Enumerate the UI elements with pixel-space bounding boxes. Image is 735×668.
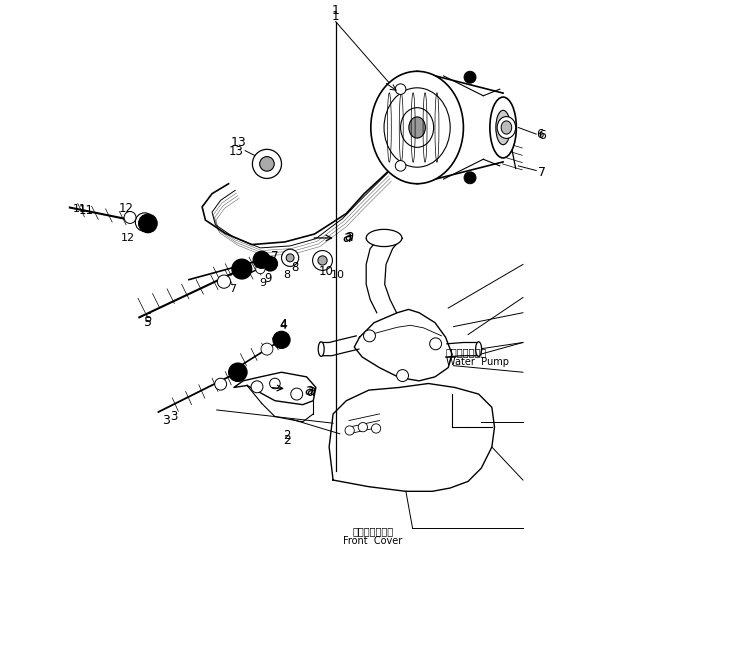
Text: 2: 2 bbox=[283, 434, 291, 447]
Circle shape bbox=[251, 381, 263, 393]
Ellipse shape bbox=[490, 97, 516, 158]
Circle shape bbox=[256, 265, 265, 274]
Circle shape bbox=[261, 343, 273, 355]
Circle shape bbox=[229, 363, 247, 381]
Circle shape bbox=[259, 156, 274, 171]
Text: Water  Pump: Water Pump bbox=[445, 357, 509, 367]
Circle shape bbox=[358, 423, 368, 432]
Text: 2: 2 bbox=[283, 429, 290, 442]
Text: 11: 11 bbox=[72, 204, 87, 214]
Ellipse shape bbox=[318, 342, 324, 356]
Ellipse shape bbox=[501, 121, 512, 134]
Text: 11: 11 bbox=[79, 204, 94, 216]
Circle shape bbox=[395, 84, 406, 94]
Circle shape bbox=[218, 275, 231, 289]
Circle shape bbox=[371, 424, 381, 433]
Text: 1: 1 bbox=[332, 10, 340, 23]
Text: 9: 9 bbox=[265, 273, 272, 285]
Circle shape bbox=[139, 214, 157, 232]
Text: フロントカバー: フロントカバー bbox=[352, 526, 393, 536]
Circle shape bbox=[345, 426, 354, 435]
Circle shape bbox=[273, 331, 290, 349]
Text: 8: 8 bbox=[291, 261, 298, 274]
Circle shape bbox=[253, 251, 270, 269]
Ellipse shape bbox=[370, 71, 463, 184]
Circle shape bbox=[240, 261, 251, 272]
Circle shape bbox=[464, 172, 476, 184]
Text: 6: 6 bbox=[536, 128, 543, 141]
Text: ウォータポンプ: ウォータポンプ bbox=[445, 347, 487, 357]
Circle shape bbox=[252, 150, 282, 178]
Ellipse shape bbox=[401, 108, 434, 148]
Text: 3: 3 bbox=[162, 414, 170, 427]
Text: 8: 8 bbox=[283, 270, 290, 280]
Text: 7: 7 bbox=[271, 250, 279, 263]
Circle shape bbox=[291, 388, 303, 400]
Text: 12: 12 bbox=[118, 202, 134, 215]
Circle shape bbox=[430, 338, 442, 350]
Text: 10: 10 bbox=[319, 265, 334, 277]
Text: a: a bbox=[343, 230, 352, 245]
Circle shape bbox=[135, 213, 154, 231]
Ellipse shape bbox=[476, 342, 481, 356]
Text: 10: 10 bbox=[331, 270, 345, 280]
Circle shape bbox=[232, 259, 252, 279]
Text: 7: 7 bbox=[538, 166, 546, 179]
Text: 7: 7 bbox=[229, 285, 236, 295]
Text: a: a bbox=[305, 383, 314, 397]
Text: a: a bbox=[345, 229, 354, 244]
Circle shape bbox=[464, 71, 476, 84]
Ellipse shape bbox=[409, 117, 426, 138]
Circle shape bbox=[270, 378, 280, 389]
Ellipse shape bbox=[497, 117, 516, 138]
Text: 12: 12 bbox=[121, 232, 135, 242]
Text: 3: 3 bbox=[171, 410, 178, 423]
Ellipse shape bbox=[384, 88, 450, 167]
Text: a: a bbox=[306, 384, 316, 399]
Text: 4: 4 bbox=[279, 317, 287, 331]
Text: 6: 6 bbox=[538, 129, 546, 142]
Circle shape bbox=[286, 254, 294, 262]
Ellipse shape bbox=[366, 229, 402, 246]
Text: 9: 9 bbox=[259, 278, 267, 288]
Text: 13: 13 bbox=[229, 146, 244, 158]
Text: 1: 1 bbox=[331, 4, 340, 17]
Circle shape bbox=[124, 212, 136, 223]
Circle shape bbox=[282, 249, 298, 267]
Circle shape bbox=[397, 369, 409, 381]
Text: 5: 5 bbox=[144, 312, 151, 325]
Circle shape bbox=[312, 250, 332, 271]
Text: 5: 5 bbox=[144, 316, 152, 329]
Circle shape bbox=[140, 218, 149, 226]
Circle shape bbox=[263, 257, 278, 271]
Text: 13: 13 bbox=[231, 136, 246, 150]
Text: Front  Cover: Front Cover bbox=[343, 536, 403, 546]
Circle shape bbox=[318, 256, 327, 265]
Ellipse shape bbox=[496, 110, 510, 145]
Circle shape bbox=[364, 330, 376, 342]
Circle shape bbox=[215, 378, 226, 390]
Circle shape bbox=[395, 160, 406, 171]
Text: 4: 4 bbox=[279, 319, 287, 333]
